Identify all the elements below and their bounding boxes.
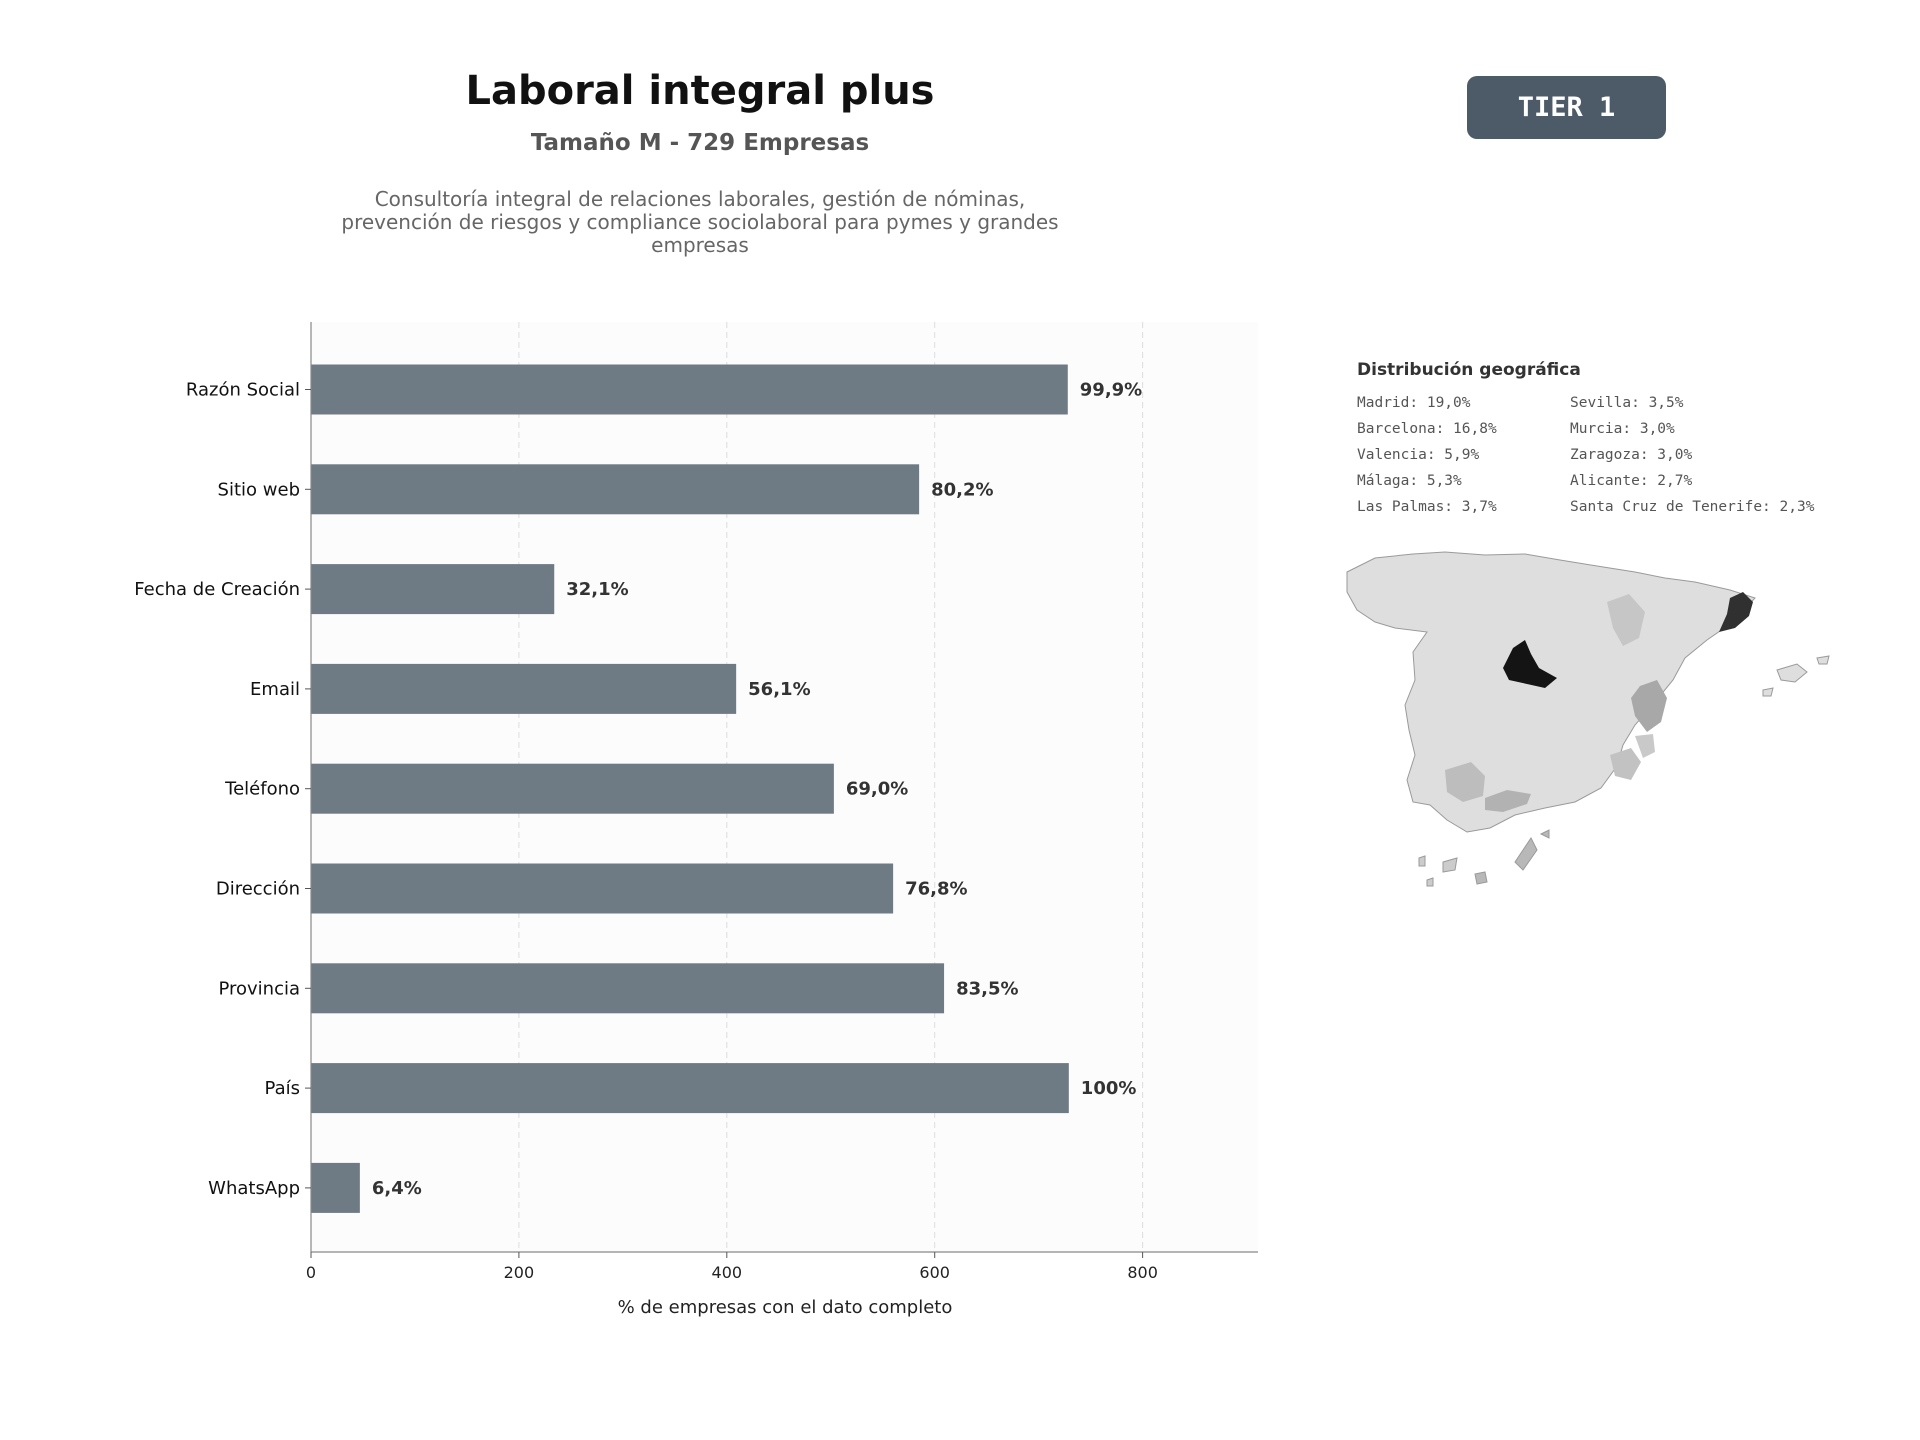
category-label: Sitio web — [218, 479, 300, 500]
bar — [311, 364, 1068, 415]
data-label: 69,0% — [846, 779, 908, 800]
data-label: 56,1% — [748, 679, 810, 700]
category-label: Fecha de Creación — [134, 579, 300, 600]
map-canary-las-palmas — [1474, 829, 1550, 885]
category-label: Dirección — [216, 879, 300, 900]
bar — [311, 1162, 360, 1213]
geo-item: Las Palmas: 3,7% — [1357, 499, 1497, 515]
bars: 99,9% 80,2% 32,1% 56,1% 69,0% 76,8% 83,5% 100% 6… — [311, 364, 1142, 1213]
category-label: Email — [250, 679, 300, 700]
geo-item: Zaragoza: 3,0% — [1570, 447, 1693, 463]
map-region-zaragoza — [1607, 594, 1645, 646]
bar — [311, 464, 920, 515]
bar — [311, 1063, 1069, 1114]
x-tick-label: 0 — [306, 1263, 316, 1282]
data-label: 6,4% — [372, 1178, 422, 1199]
category-label: País — [265, 1078, 300, 1099]
page-title: Laboral integral plus — [465, 68, 935, 114]
geo-item: Valencia: 5,9% — [1357, 447, 1480, 463]
category-label: Teléfono — [224, 779, 300, 800]
geo-item: Murcia: 3,0% — [1570, 421, 1675, 437]
bar — [311, 963, 945, 1014]
bar — [311, 663, 737, 714]
geo-title: Distribución geográfica — [1357, 360, 1581, 380]
data-label: 100% — [1081, 1078, 1137, 1099]
data-label: 32,1% — [566, 579, 628, 600]
tier-badge: TIER 1 — [1467, 76, 1666, 139]
map-region-alicante — [1635, 734, 1655, 758]
x-tick-label: 200 — [504, 1263, 535, 1282]
header: Laboral integral plus Tamaño M - 729 Emp… — [300, 60, 1100, 257]
map-region-barcelona — [1719, 592, 1753, 632]
data-label: 76,8% — [905, 879, 967, 900]
bar — [311, 564, 555, 615]
bar-chart: 99,9% 80,2% 32,1% 56,1% 69,0% 76,8% 83,5% 100% 6… — [134, 322, 1258, 1318]
geo-item: Santa Cruz de Tenerife: 2,3% — [1570, 499, 1815, 515]
map-region-madrid — [1503, 640, 1557, 688]
geo-item: Barcelona: 16,8% — [1357, 421, 1497, 437]
map-canary-tenerife — [1418, 855, 1458, 887]
axis-ticks: 0 200 400 600 800 Razón Social Sitio web Fecha … — [134, 380, 1158, 1283]
geo-item: Alicante: 2,7% — [1570, 473, 1693, 489]
x-tick-label: 400 — [712, 1263, 743, 1282]
map-mainland — [1346, 551, 1756, 833]
data-label: 83,5% — [956, 978, 1018, 999]
x-tick-label: 600 — [919, 1263, 950, 1282]
data-label: 80,2% — [931, 479, 993, 500]
category-label: Provincia — [218, 978, 300, 999]
data-label: 99,9% — [1080, 380, 1142, 401]
spain-map — [1346, 551, 1830, 887]
category-label: WhatsApp — [208, 1178, 300, 1199]
bar — [311, 863, 894, 914]
page-subtitle: Tamaño M - 729 Empresas — [530, 130, 870, 156]
geo-item: Madrid: 19,0% — [1357, 395, 1471, 411]
map-balearic-islands — [1762, 655, 1830, 697]
geo-item: Málaga: 5,3% — [1357, 473, 1462, 489]
map-region-murcia — [1610, 748, 1641, 780]
map-region-malaga — [1485, 790, 1531, 812]
x-tick-label: 800 — [1127, 1263, 1158, 1282]
category-label: Razón Social — [186, 380, 300, 401]
map-region-sevilla — [1445, 762, 1485, 802]
bar — [311, 763, 834, 814]
x-axis-label: % de empresas con el dato completo — [618, 1297, 953, 1318]
geo-item: Sevilla: 3,5% — [1570, 395, 1684, 411]
page-description: Consultoría integral de relaciones labor… — [341, 187, 1059, 257]
geo-list: Madrid: 19,0% Sevilla: 3,5% Barcelona: 1… — [1357, 394, 1897, 517]
geo-distribution: Distribución geográfica Madrid: 19,0% Se… — [1357, 360, 1897, 517]
map-region-valencia — [1631, 680, 1667, 732]
